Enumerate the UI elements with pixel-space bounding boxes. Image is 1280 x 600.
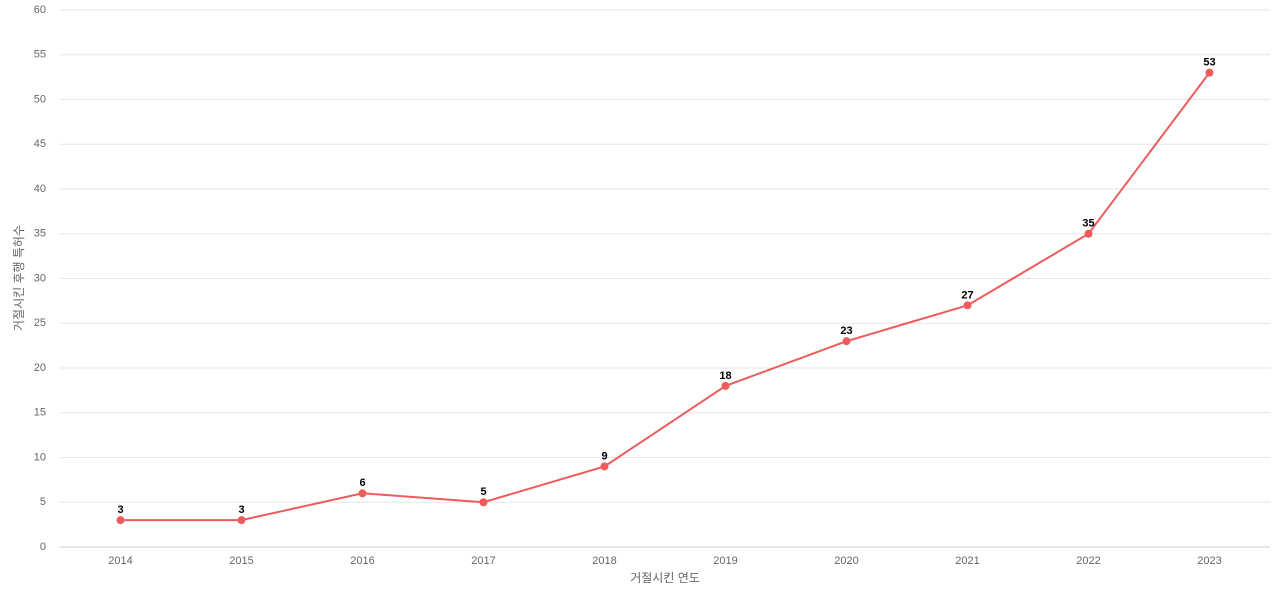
point [479, 498, 488, 507]
x-tick-label: 2023 [1197, 555, 1221, 567]
point [358, 489, 367, 498]
x-tick-label: 2017 [471, 555, 495, 567]
y-tick-label: 60 [34, 4, 46, 16]
x-tick-label: 2018 [592, 555, 616, 567]
point [1205, 68, 1214, 77]
y-tick-label: 35 [34, 228, 46, 240]
data-label: 3 [117, 504, 123, 516]
y-tick-label: 50 [34, 93, 46, 105]
point [842, 337, 851, 346]
data-label: 35 [1082, 218, 1094, 230]
x-tick-label: 2019 [713, 555, 737, 567]
y-tick-label: 30 [34, 272, 46, 284]
point [721, 381, 730, 390]
data-label: 5 [480, 486, 486, 498]
data-label: 6 [359, 477, 365, 489]
point [1084, 229, 1093, 238]
y-tick-label: 25 [34, 317, 46, 329]
point [116, 516, 125, 525]
data-label: 23 [840, 325, 852, 337]
data-label: 18 [719, 370, 731, 382]
line [120, 72, 1211, 522]
data-label: 27 [961, 289, 973, 301]
y-tick-label: 0 [40, 541, 46, 553]
y-tick-label: 40 [34, 183, 46, 195]
x-tick-label: 2022 [1076, 555, 1100, 567]
y-axis-label: 거절시킨 후행 특허수 [11, 225, 26, 331]
y-tick-label: 10 [34, 451, 46, 463]
x-tick-label: 2020 [834, 555, 858, 567]
x-axis-label: 거절시킨 연도 [630, 571, 700, 585]
y-tick-label: 45 [34, 138, 46, 150]
x-tick-label: 2014 [108, 555, 132, 567]
data-label: 9 [601, 450, 607, 462]
y-tick-label: 20 [34, 362, 46, 374]
data-label: 3 [238, 504, 244, 516]
data-label: 53 [1203, 57, 1215, 69]
x-tick-label: 2015 [229, 555, 253, 567]
x-tick-label: 2016 [350, 555, 374, 567]
point [600, 462, 609, 471]
point [963, 301, 972, 310]
y-tick-label: 15 [34, 407, 46, 419]
x-tick-label: 2021 [955, 555, 979, 567]
point [237, 516, 246, 525]
y-tick-label: 55 [34, 49, 46, 61]
y-tick-label: 5 [40, 496, 46, 508]
